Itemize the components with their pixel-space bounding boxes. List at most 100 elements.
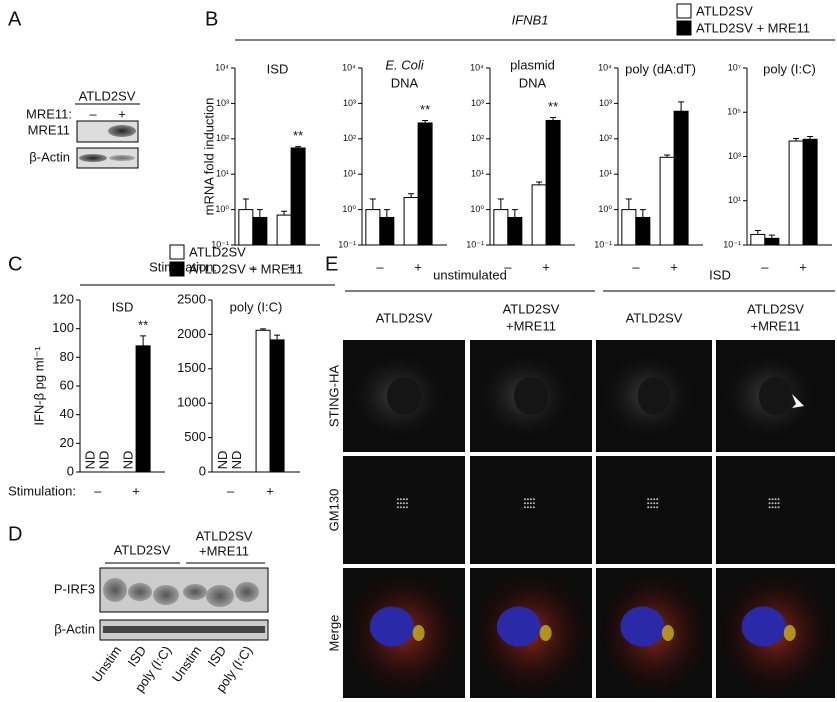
column-header: ATLD2SV <box>376 310 433 325</box>
y-tick-label: 10³ <box>216 98 229 108</box>
y-tick-label: 10⁻¹ <box>594 239 612 249</box>
y-tick-label: 10⁰ <box>470 204 484 214</box>
group-label: ATLD2SV <box>196 528 253 543</box>
y-tick-label: 40 <box>60 406 74 421</box>
legend-swatch <box>676 20 692 36</box>
nucleus <box>496 606 541 647</box>
y-tick-label: 0 <box>67 463 74 478</box>
error-bar <box>408 193 415 198</box>
y-tick-label: 10⁰ <box>342 204 356 214</box>
y-tick-label: 1000 <box>177 395 206 410</box>
y-tick-label: 0 <box>199 463 206 478</box>
bar <box>673 110 689 246</box>
chart-title: DNA <box>391 75 419 90</box>
value-label: ND <box>215 451 230 470</box>
micrograph <box>343 456 465 564</box>
y-tick-label: 10⁴ <box>215 62 229 72</box>
golgi-dot <box>523 502 526 505</box>
y-tick-label: 10⁻¹ <box>338 239 356 249</box>
golgi-dot <box>399 498 402 501</box>
golgi-dot <box>529 506 532 509</box>
annotation: ** <box>420 102 430 117</box>
bar <box>379 216 395 246</box>
error-bar <box>639 209 646 218</box>
nucleus <box>513 376 549 416</box>
golgi-dot <box>777 498 780 501</box>
lane-label: ISD <box>205 643 230 669</box>
blot-label: β-Actin <box>29 149 70 164</box>
bar <box>135 345 151 473</box>
x-tick-label: + <box>132 483 140 498</box>
y-tick-label: 20 <box>60 435 74 450</box>
value-label: ND <box>229 451 244 470</box>
error-bar <box>140 335 147 346</box>
legend-label: ATLD2SV <box>696 3 753 18</box>
golgi-dot <box>402 506 405 509</box>
x-tick-label: + <box>287 259 295 274</box>
error-bar <box>260 328 267 331</box>
row-header: MRE11: <box>26 106 72 121</box>
band <box>109 155 135 161</box>
y-tick-label: 120 <box>52 291 74 306</box>
golgi-dot <box>532 506 535 509</box>
error-bar <box>511 209 518 218</box>
band <box>103 626 265 633</box>
nucleus <box>637 376 671 416</box>
error-bar <box>678 101 685 112</box>
golgi-dot <box>777 502 780 505</box>
bar <box>238 209 254 246</box>
annotation: ** <box>138 317 148 332</box>
y-tick-label: 500 <box>184 429 206 444</box>
y-tick-label: 10² <box>343 133 356 143</box>
golgi-dot <box>402 502 405 505</box>
chart-title: poly (dA:dT) <box>625 61 696 76</box>
condition-label: ISD <box>709 267 731 282</box>
golgi-dot <box>650 502 653 505</box>
error-bar <box>793 138 800 142</box>
arrowhead <box>792 394 804 408</box>
gene-title: IFNB1 <box>512 12 549 27</box>
x-tick-label: – <box>249 259 257 274</box>
group-label: +MRE11 <box>199 543 249 558</box>
blot-label: P-IRF3 <box>54 581 95 596</box>
golgi-dot <box>402 498 405 501</box>
golgi-dot <box>656 502 659 505</box>
golgi-dot <box>774 502 777 505</box>
x-axis-label: Stimulation: <box>8 483 76 498</box>
golgi-dot <box>399 506 402 509</box>
legend-label: ATLD2SV <box>189 244 246 259</box>
error-bar <box>664 154 671 158</box>
golgi-dot <box>777 506 780 509</box>
error-bar <box>497 198 504 210</box>
nucleus <box>386 376 422 416</box>
chart-title: plasmid <box>510 57 555 72</box>
lane-label: Unstim <box>89 643 124 685</box>
golgi-dot <box>653 502 656 505</box>
bar <box>255 329 271 473</box>
y-tick-label: 60 <box>60 377 74 392</box>
row-label: Merge <box>326 615 341 652</box>
bar <box>417 122 433 246</box>
bar <box>764 237 780 246</box>
error-bar <box>807 136 814 140</box>
error-bar <box>536 181 543 185</box>
y-tick-label: 10³ <box>343 98 356 108</box>
y-tick-label: 10⁵ <box>727 107 741 117</box>
group-label: ATLD2SV <box>114 542 171 557</box>
chart-title: ISD <box>267 61 289 76</box>
golgi-dot <box>771 498 774 501</box>
legend-swatch <box>169 244 185 260</box>
y-tick-label: 10⁰ <box>215 204 229 214</box>
value-label: ND <box>82 451 97 470</box>
error-bar <box>274 334 281 340</box>
golgi-dot <box>396 498 399 501</box>
chart-title: ISD <box>112 299 134 314</box>
x-tick-label: – <box>227 483 235 498</box>
y-tick-label: 10¹ <box>216 169 229 179</box>
y-axis-label: IFN-β pg ml⁻¹ <box>31 346 46 426</box>
bar <box>365 209 381 246</box>
golgi-dot <box>529 498 532 501</box>
y-tick-label: 1500 <box>177 360 206 375</box>
y-tick-label: 10² <box>216 133 229 143</box>
